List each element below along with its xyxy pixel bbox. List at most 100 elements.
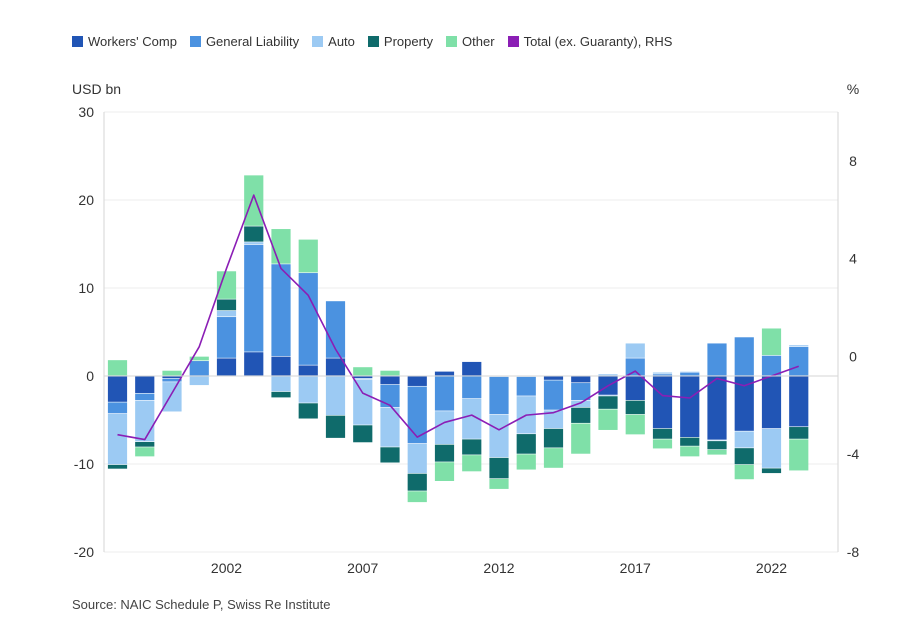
legend-swatch xyxy=(72,36,83,47)
source-note: Source: NAIC Schedule P, Swiss Re Instit… xyxy=(72,597,331,612)
bar-property-2016 xyxy=(598,396,618,409)
bar-property-1998 xyxy=(107,464,128,469)
bar-workers-comp-2006 xyxy=(325,358,346,376)
right-axis-unit: % xyxy=(847,81,859,97)
bar-other-2020 xyxy=(707,449,727,455)
bar-property-2017 xyxy=(625,400,645,415)
bar-auto-2012 xyxy=(489,414,509,458)
bar-general-liability-2022 xyxy=(761,355,782,376)
bar-general-liability-2018 xyxy=(652,374,673,376)
right-tick-label: -8 xyxy=(847,544,860,560)
bar-auto-2022 xyxy=(761,428,782,468)
bar-workers-comp-2008 xyxy=(380,376,400,385)
bar-other-2012 xyxy=(489,478,509,489)
bar-general-liability-1999 xyxy=(135,393,155,401)
bar-other-2018 xyxy=(652,439,673,449)
bar-general-liability-2005 xyxy=(298,273,318,365)
line-total-ex-guaranty-rhs xyxy=(117,194,800,441)
bar-property-2020 xyxy=(707,441,727,450)
left-tick-label: 0 xyxy=(86,368,94,384)
bar-general-liability-1998 xyxy=(107,402,128,414)
axes: -20 -10 0 10 20 30 -8 -4 0 4 8 USD bn % 2002 2007 2012 2… xyxy=(72,81,859,576)
bar-auto-2005 xyxy=(298,376,318,403)
bar-auto-2018 xyxy=(652,372,673,374)
right-tick-label: 0 xyxy=(849,348,857,364)
bar-workers-comp-2015 xyxy=(571,376,591,383)
bar-workers-comp-2011 xyxy=(462,361,482,376)
bar-auto-2017 xyxy=(625,343,645,358)
left-tick-label: 10 xyxy=(78,280,94,296)
bar-property-2023 xyxy=(789,427,809,439)
bar-workers-comp-2007 xyxy=(353,376,373,379)
bar-workers-comp-2009 xyxy=(407,376,427,386)
bar-property-2009 xyxy=(407,473,427,491)
left-tick-label: 20 xyxy=(78,192,94,208)
bar-other-2000 xyxy=(162,370,182,376)
bar-general-liability-2003 xyxy=(244,244,264,352)
bars xyxy=(107,175,809,503)
bar-workers-comp-2005 xyxy=(298,365,318,376)
x-tick-label: 2022 xyxy=(756,560,787,576)
bar-property-2021 xyxy=(734,448,754,465)
bar-other-2017 xyxy=(625,414,645,435)
bar-general-liability-2009 xyxy=(407,386,427,444)
legend-item-general-liability: General Liability xyxy=(189,34,299,49)
bar-general-liability-2021 xyxy=(734,337,754,376)
bar-auto-2009 xyxy=(407,443,427,474)
bar-general-liability-2017 xyxy=(625,358,645,376)
bar-property-2004 xyxy=(271,391,291,398)
bar-auto-2014 xyxy=(543,410,564,429)
bar-workers-comp-2022 xyxy=(761,376,782,429)
bar-general-liability-2004 xyxy=(271,264,291,357)
bar-other-2001 xyxy=(189,356,209,361)
right-tick-label: -4 xyxy=(847,446,860,462)
bar-auto-1998 xyxy=(107,413,128,465)
bar-general-liability-2008 xyxy=(380,384,400,408)
bar-general-liability-2023 xyxy=(789,346,809,376)
bar-other-2019 xyxy=(680,446,700,457)
bar-general-liability-2020 xyxy=(707,343,727,376)
bar-general-liability-2013 xyxy=(516,376,536,396)
bar-property-2012 xyxy=(489,457,509,479)
x-tick-label: 2007 xyxy=(347,560,378,576)
bar-other-1998 xyxy=(107,360,128,376)
bar-workers-comp-2018 xyxy=(652,376,673,429)
bar-general-liability-2006 xyxy=(325,301,346,358)
right-tick-label: 4 xyxy=(849,251,857,267)
legend-swatch xyxy=(367,36,379,47)
bar-auto-2011 xyxy=(462,398,482,439)
bar-other-2022 xyxy=(761,328,782,356)
bar-general-liability-2001 xyxy=(189,361,209,376)
bar-workers-comp-2019 xyxy=(680,376,700,437)
left-tick-label: 30 xyxy=(78,104,94,120)
grid xyxy=(104,111,838,553)
bar-property-2005 xyxy=(298,403,318,419)
bar-property-2008 xyxy=(380,447,400,463)
bar-other-2015 xyxy=(571,423,591,454)
legend-item-property: Property xyxy=(367,34,433,49)
bar-other-2021 xyxy=(734,464,754,480)
bar-auto-2003 xyxy=(244,242,264,245)
bar-property-1999 xyxy=(135,442,155,447)
bar-property-2018 xyxy=(652,428,673,439)
bar-property-2002 xyxy=(216,299,237,311)
bar-property-2006 xyxy=(325,415,346,438)
bar-workers-comp-2023 xyxy=(789,376,809,427)
bar-property-2015 xyxy=(571,407,591,423)
bar-other-2004 xyxy=(271,229,291,264)
bar-general-liability-2011 xyxy=(462,376,482,399)
bar-workers-comp-2003 xyxy=(244,352,264,376)
left-axis-unit: USD bn xyxy=(72,81,121,97)
bar-auto-2016 xyxy=(598,374,618,376)
bar-auto-2002 xyxy=(216,310,237,317)
x-tick-label: 2002 xyxy=(211,560,242,576)
legend-item-workers-comp: Workers' Comp xyxy=(72,34,177,49)
bar-property-2003 xyxy=(244,226,264,242)
legend-label: Workers' Comp xyxy=(88,34,177,49)
bar-other-2010 xyxy=(434,462,455,481)
bar-auto-2010 xyxy=(434,411,455,445)
bar-workers-comp-2021 xyxy=(734,376,754,431)
left-tick-label: -10 xyxy=(74,456,94,472)
bar-general-liability-2014 xyxy=(543,380,564,410)
